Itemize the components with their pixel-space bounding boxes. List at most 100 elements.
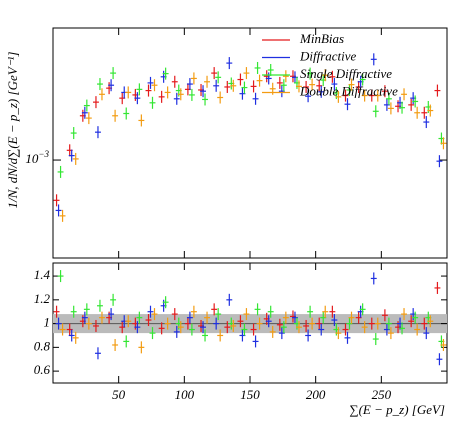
ratio-point [112, 338, 119, 351]
ratio-point [136, 311, 143, 324]
ratio-point [252, 335, 259, 348]
ratio-point [436, 353, 443, 366]
ratio-point [123, 335, 130, 348]
data-point [149, 96, 156, 109]
data-point [307, 67, 314, 80]
ratio-point [177, 321, 184, 334]
ratio-point [53, 305, 60, 318]
ratio-point [329, 305, 336, 318]
data-point [423, 116, 430, 129]
ratio-point [267, 305, 274, 318]
ratio-point [342, 323, 349, 336]
ratio-point [138, 341, 145, 354]
ratio-point [59, 323, 66, 336]
ratio-point [171, 308, 178, 321]
data-point [401, 88, 407, 101]
data-point [138, 114, 145, 127]
ratio-point [372, 333, 379, 346]
ratio-point [250, 323, 257, 336]
data-point [226, 57, 233, 70]
data-point [348, 78, 355, 91]
data-point [158, 90, 165, 103]
x-tick-label: 150 [240, 387, 260, 402]
data-point [309, 78, 316, 91]
legend-label: Double Diffractive [299, 83, 398, 98]
ratio-point [440, 338, 447, 351]
y-tick-label: 10−3 [25, 149, 49, 166]
ratio-point [434, 281, 441, 294]
ratio-point [202, 329, 208, 342]
ratio-point [269, 325, 276, 338]
data-point [359, 73, 366, 86]
data-point [190, 72, 197, 85]
y-tick-label: 1.4 [34, 267, 51, 282]
ratio-point [237, 315, 244, 328]
data-point [372, 105, 379, 118]
ratio-point [370, 272, 377, 285]
data-point [303, 80, 310, 93]
ratio-point [188, 323, 195, 336]
ratio-point [401, 308, 407, 321]
ratio-point [134, 321, 141, 334]
ratio-point [427, 315, 434, 328]
ratio-point [368, 317, 375, 330]
data-point [254, 61, 261, 74]
data-point [211, 67, 218, 80]
data-point [162, 67, 169, 80]
data-point [243, 67, 250, 80]
data-point [344, 98, 351, 111]
data-point [342, 89, 349, 102]
data-point [186, 78, 193, 91]
data-point [112, 109, 119, 122]
x-tick-label: 200 [306, 387, 326, 402]
data-point [381, 85, 388, 98]
ratio-point [256, 317, 263, 330]
data-point [421, 106, 428, 119]
data-point [171, 75, 178, 88]
ratio-point [83, 303, 90, 316]
data-point [318, 85, 325, 98]
data-point [99, 88, 105, 101]
ratio-point [296, 321, 302, 334]
x-tick-label: 50 [112, 387, 126, 402]
data-point [282, 70, 289, 83]
data-point [136, 83, 143, 96]
data-point [280, 79, 287, 92]
data-point [387, 102, 394, 115]
data-point [237, 73, 244, 86]
data-point [217, 91, 224, 104]
data-point [81, 106, 88, 119]
data-point [322, 69, 329, 82]
ratio-point [385, 317, 392, 330]
data-point [110, 67, 117, 80]
ratio-point [387, 327, 394, 340]
data-point [239, 87, 246, 100]
data-point [296, 80, 302, 93]
data-point [256, 74, 263, 87]
ratio-point [331, 314, 338, 327]
ratio-point [68, 329, 75, 342]
data-point [414, 106, 421, 119]
ratio-point [224, 321, 231, 334]
ratio-point [190, 305, 197, 318]
data-point [59, 209, 66, 222]
ratio-point [276, 318, 283, 331]
ratio-point [81, 311, 88, 324]
ratio-point [186, 311, 193, 324]
ratio-point [211, 303, 218, 316]
ratio-point [72, 331, 79, 344]
legend-label: Single Diffractive [300, 66, 392, 81]
ratio-point [307, 305, 314, 318]
data-point [151, 79, 158, 92]
ratio-point [399, 322, 405, 335]
data-point [188, 88, 195, 101]
data-point [241, 81, 248, 94]
ratio-point [110, 293, 117, 306]
data-point [53, 194, 60, 207]
data-point [93, 96, 99, 109]
ratio-point [226, 293, 233, 306]
data-point [252, 92, 259, 105]
y-tick-label: 1.2 [34, 291, 51, 306]
ratio-point [230, 319, 237, 332]
data-point [177, 88, 184, 101]
